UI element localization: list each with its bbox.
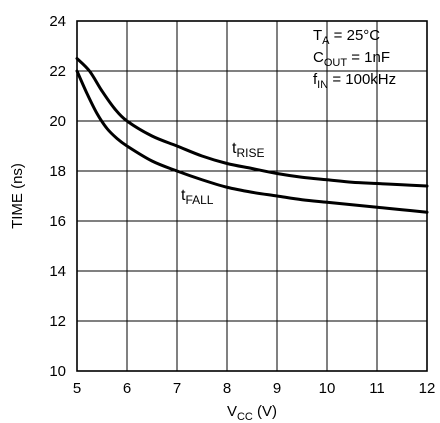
x-tick-label: 11 <box>369 380 385 397</box>
x-axis-label: VCC (V) <box>227 403 277 423</box>
x-tick-label: 9 <box>273 380 281 397</box>
x-axis-label-sub: CC <box>237 411 253 423</box>
series-label-tfall: tFALL <box>181 187 214 207</box>
y-tick-label: 24 <box>49 13 66 30</box>
x-tick-label: 6 <box>123 380 131 397</box>
condition-cout: COUT = 1nF <box>313 49 390 69</box>
condition-fin: fIN = 100kHz <box>313 71 396 91</box>
x-tick-label: 5 <box>73 380 81 397</box>
y-axis-label: TIME (ns) <box>9 163 26 229</box>
series-lines <box>75 57 429 214</box>
y-tick-label: 20 <box>49 113 66 130</box>
x-tick-label: 12 <box>419 380 436 397</box>
x-axis-label-suffix: (V) <box>253 403 277 420</box>
test-conditions: TA = 25°C COUT = 1nF fIN = 100kHz <box>313 27 396 91</box>
y-tick-label: 12 <box>49 313 66 330</box>
x-tick-label: 8 <box>223 380 231 397</box>
x-axis-label-main: V <box>227 403 237 420</box>
series-line-trise <box>75 57 429 188</box>
plot-frame <box>76 20 428 372</box>
y-tick-label: 16 <box>49 213 66 230</box>
series-line-tfall <box>75 69 429 214</box>
condition-ta: TA = 25°C <box>313 27 380 47</box>
x-tick-label: 7 <box>173 380 181 397</box>
y-tick-label: 18 <box>49 163 66 180</box>
tick-labels: 5 6 7 8 9 10 11 12 10 12 14 16 18 20 22 24 <box>49 13 435 397</box>
y-tick-label: 22 <box>49 63 66 80</box>
y-tick-label: 10 <box>49 363 66 380</box>
y-tick-label: 14 <box>49 263 66 280</box>
x-tick-label: 10 <box>319 380 336 397</box>
series-label-trise: tRISE <box>232 140 264 160</box>
